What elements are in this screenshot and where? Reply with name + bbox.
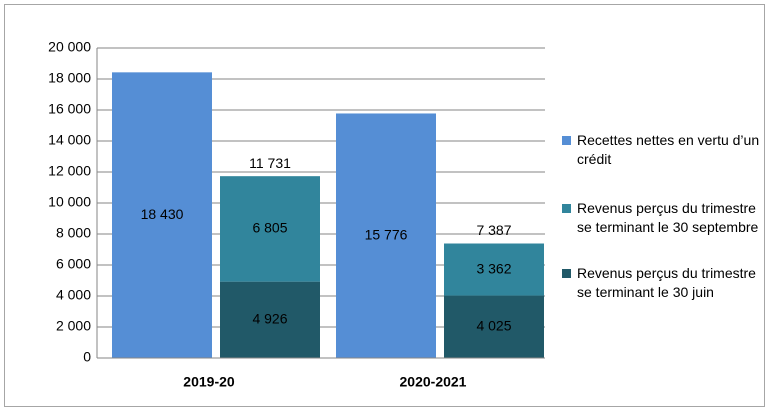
y-tick-label: 18 000	[48, 70, 91, 86]
y-tick-label: 6 000	[56, 256, 91, 272]
legend-swatch	[562, 204, 571, 213]
legend-item: Revenus perçus du trimestre se terminant…	[562, 264, 762, 302]
legend-item: Recettes nettes en vertu d’un crédit	[562, 131, 762, 169]
legend-label: Recettes nettes en vertu d’un crédit	[577, 132, 760, 167]
total-label: 7 387	[476, 222, 511, 238]
y-tick-label: 14 000	[48, 132, 91, 148]
bar-segment	[444, 243, 544, 296]
bar-segment	[220, 281, 320, 358]
value-label: 4 926	[252, 311, 287, 327]
legend-item: Revenus perçus du trimestre se terminant…	[562, 199, 762, 237]
value-label: 6 805	[252, 220, 287, 236]
bar-segment	[220, 176, 320, 282]
x-tick-label: 2019-20	[183, 374, 235, 390]
bar-segment	[444, 295, 544, 358]
value-label: 15 776	[365, 226, 408, 242]
bar-segment	[336, 113, 436, 358]
y-tick-label: 10 000	[48, 194, 91, 210]
value-label: 18 430	[141, 206, 184, 222]
bar-segment	[112, 72, 212, 359]
legend-label: Revenus perçus du trimestre se terminant…	[577, 200, 759, 235]
y-tick-label: 4 000	[56, 287, 91, 303]
y-tick-label: 0	[83, 349, 91, 365]
y-tick-label: 16 000	[48, 101, 91, 117]
legend-swatch	[562, 136, 571, 145]
chart-border	[4, 4, 765, 407]
legend-label: Revenus perçus du trimestre se terminant…	[577, 265, 756, 300]
value-label: 3 362	[476, 260, 511, 276]
value-label: 4 025	[476, 318, 511, 334]
y-tick-label: 12 000	[48, 163, 91, 179]
y-tick-label: 20 000	[48, 39, 91, 55]
legend-swatch	[562, 269, 571, 278]
y-tick-label: 2 000	[56, 318, 91, 334]
x-tick-label: 2020-2021	[400, 374, 467, 390]
y-tick-label: 8 000	[56, 225, 91, 241]
total-label: 11 731	[249, 155, 291, 171]
